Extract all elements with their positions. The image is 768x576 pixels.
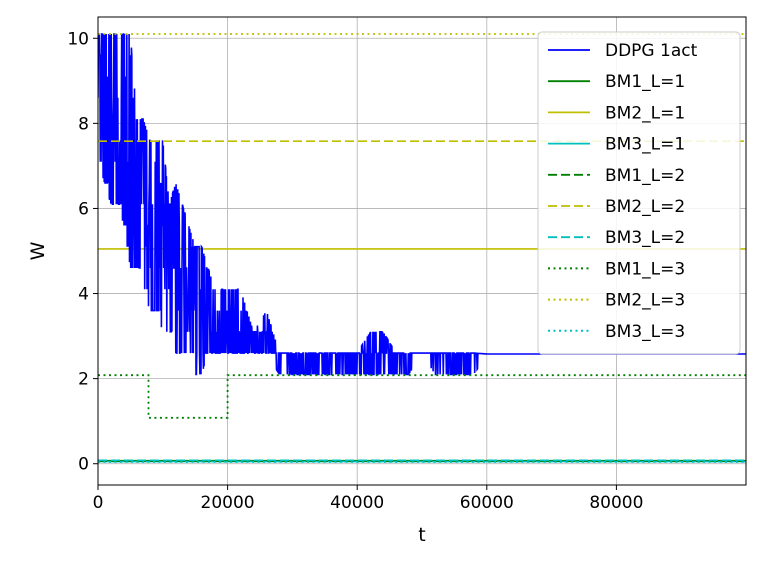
y-tick-label: 10 <box>67 29 89 49</box>
series-BM1_L=3 <box>98 374 746 419</box>
legend-label: BM3_L=1 <box>605 135 685 155</box>
x-axis-label: t <box>418 524 425 546</box>
x-tick-label: 0 <box>93 493 104 513</box>
x-tick-label: 40000 <box>330 493 384 513</box>
y-tick-label: 8 <box>78 114 89 134</box>
y-tick-label: 6 <box>78 199 89 219</box>
legend-label: BM2_L=3 <box>605 291 685 311</box>
y-tick-label: 2 <box>78 370 89 390</box>
legend: DDPG 1act BM1_L=1 BM2_L=1 BM3_L=1 BM1_L=2 BM2… <box>537 31 741 355</box>
legend-label: BM3_L=2 <box>605 228 685 248</box>
y-tick-label: 4 <box>78 285 89 305</box>
legend-label: BM1_L=1 <box>605 72 685 92</box>
series-DDPG 1act <box>98 33 746 376</box>
y-tick-label: 0 <box>78 455 89 475</box>
x-tick-label: 20000 <box>201 493 255 513</box>
y-axis-label: W <box>27 241 49 260</box>
legend-label: BM3_L=3 <box>605 322 685 342</box>
ticks: 0 20000 40000 60000 80000 0 2 4 6 8 10 <box>67 29 643 513</box>
legend-label: BM2_L=2 <box>605 197 685 217</box>
legend-label: BM2_L=1 <box>605 103 685 123</box>
x-tick-label: 60000 <box>460 493 514 513</box>
legend-label: BM1_L=2 <box>605 166 685 186</box>
x-tick-label: 80000 <box>589 493 643 513</box>
legend-label: BM1_L=3 <box>605 259 685 279</box>
legend-label: DDPG 1act <box>605 41 698 61</box>
axes-frame <box>97 16 747 486</box>
